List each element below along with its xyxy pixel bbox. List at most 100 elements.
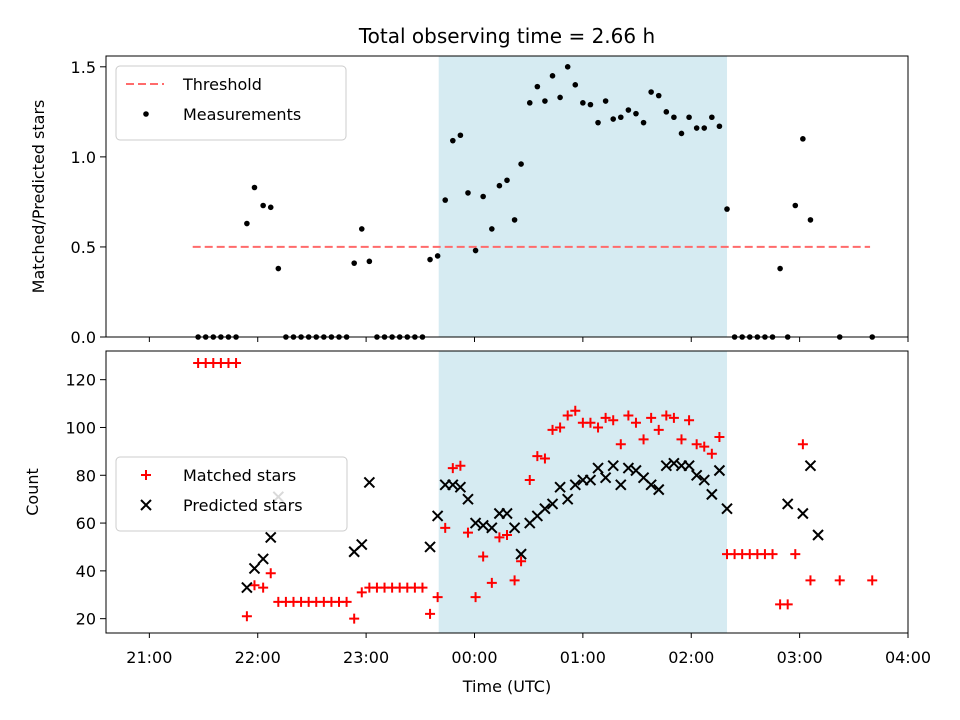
x-tick-label: 22:00 bbox=[235, 648, 281, 667]
matched-star-point bbox=[486, 577, 497, 588]
matched-star-point bbox=[478, 551, 489, 562]
matched-star-point bbox=[782, 599, 793, 610]
matched-star-point bbox=[532, 451, 543, 462]
predicted-star-point bbox=[508, 522, 521, 534]
legend-label: Threshold bbox=[182, 75, 262, 94]
matched-star-point bbox=[767, 549, 778, 560]
x-tick-label: 04:00 bbox=[885, 648, 931, 667]
predicted-star-point bbox=[501, 507, 513, 520]
ratio-marks bbox=[192, 64, 876, 340]
measurement-point bbox=[366, 258, 373, 265]
predicted-star-point bbox=[248, 562, 261, 575]
predicted-star-point bbox=[668, 457, 680, 470]
count-plot-frame bbox=[105, 350, 909, 634]
measurement-point bbox=[777, 265, 783, 272]
measurement-point bbox=[267, 204, 274, 211]
predicted-star-point bbox=[539, 503, 551, 515]
predicted-star-point bbox=[424, 541, 436, 553]
measurement-point bbox=[534, 83, 541, 90]
y-tick-label: 1.5 bbox=[71, 58, 96, 77]
measurement-point bbox=[617, 114, 624, 121]
measurement-point bbox=[663, 109, 670, 115]
y-tick-label: 0.0 bbox=[71, 328, 96, 347]
predicted-star-point bbox=[241, 581, 253, 594]
ratio-y-axis-label: Matched/Predicted stars bbox=[29, 100, 48, 294]
y-tick-label: 1.0 bbox=[71, 148, 96, 167]
matched-star-point bbox=[447, 463, 458, 474]
predicted-star-point bbox=[561, 493, 574, 505]
matched-star-point bbox=[547, 424, 558, 435]
ratio-panel: 0.0 0.5 1.0 1.5 Total observing time = 2.66… bbox=[29, 24, 909, 347]
measurement-point bbox=[655, 92, 662, 99]
predicted-star-point bbox=[653, 483, 665, 496]
predicted-star-point bbox=[683, 460, 695, 472]
observing-window-shade bbox=[438, 351, 728, 633]
matched-star-point bbox=[668, 412, 679, 423]
measurement-point bbox=[496, 182, 503, 189]
matched-star-point bbox=[265, 568, 276, 579]
matched-star-point bbox=[470, 592, 481, 603]
matched-star-point bbox=[231, 357, 242, 368]
matched-star-point bbox=[570, 405, 581, 416]
measurement-point bbox=[701, 125, 708, 131]
y-tick-label: 80 bbox=[76, 466, 96, 485]
matched-star-point bbox=[805, 575, 816, 586]
predicted-star-point bbox=[690, 469, 703, 481]
ratio-plot-frame bbox=[105, 55, 909, 338]
measurement-point bbox=[807, 217, 814, 223]
legend-marker-swatch bbox=[140, 499, 152, 511]
predicted-star-point bbox=[607, 460, 619, 472]
matched-star-point bbox=[623, 410, 634, 421]
x-tick-label: 01:00 bbox=[560, 648, 606, 667]
matched-star-point bbox=[706, 448, 717, 459]
matched-star-point bbox=[502, 530, 512, 541]
matched-star-point bbox=[555, 422, 566, 433]
predicted-star-point bbox=[812, 529, 824, 541]
matched-star-point bbox=[638, 434, 649, 445]
legend-label: Measurements bbox=[183, 105, 301, 124]
measurement-point bbox=[549, 73, 556, 79]
predicted-star-point bbox=[431, 510, 444, 522]
predicted-star-point bbox=[713, 464, 726, 477]
matched-star-point bbox=[691, 439, 702, 450]
matched-star-point bbox=[494, 532, 505, 543]
matched-star-point bbox=[249, 580, 260, 591]
matched-star-point bbox=[630, 417, 641, 428]
count-legend: Matched stars Predicted stars bbox=[115, 456, 348, 532]
measurement-point bbox=[587, 101, 594, 108]
matched-star-point bbox=[684, 415, 695, 426]
matched-star-point bbox=[661, 410, 672, 421]
measurement-point bbox=[244, 220, 250, 227]
matched-star-point bbox=[834, 575, 845, 586]
matched-star-point bbox=[593, 422, 604, 433]
matched-star-point bbox=[585, 417, 596, 428]
predicted-star-point bbox=[584, 474, 597, 486]
predicted-star-point bbox=[356, 538, 368, 551]
predicted-star-point bbox=[660, 460, 673, 472]
measurement-point bbox=[602, 98, 609, 104]
matched-star-point bbox=[653, 424, 664, 435]
measurement-point bbox=[358, 226, 365, 232]
measurement-point bbox=[260, 202, 266, 209]
matched-star-point bbox=[341, 596, 352, 607]
matched-star-point bbox=[676, 434, 687, 445]
matched-star-point bbox=[562, 410, 573, 421]
matched-star-point bbox=[600, 412, 611, 423]
y-tick-label: 120 bbox=[65, 371, 96, 390]
predicted-star-point bbox=[454, 481, 467, 493]
y-tick-label: 100 bbox=[65, 418, 96, 437]
matched-star-point bbox=[797, 439, 808, 450]
legend-marker-swatch bbox=[143, 111, 149, 117]
y-tick-label: 0.5 bbox=[71, 238, 96, 257]
predicted-star-point bbox=[698, 474, 710, 486]
predicted-star-point bbox=[462, 493, 474, 505]
matched-star-point bbox=[608, 415, 619, 426]
measurement-point bbox=[595, 119, 601, 126]
predicted-star-point bbox=[592, 462, 604, 474]
measurement-point bbox=[557, 94, 563, 101]
measurement-point bbox=[648, 89, 654, 95]
measurement-point bbox=[709, 114, 715, 121]
matched-star-point bbox=[615, 439, 626, 450]
x-tick-label: 23:00 bbox=[343, 648, 389, 667]
